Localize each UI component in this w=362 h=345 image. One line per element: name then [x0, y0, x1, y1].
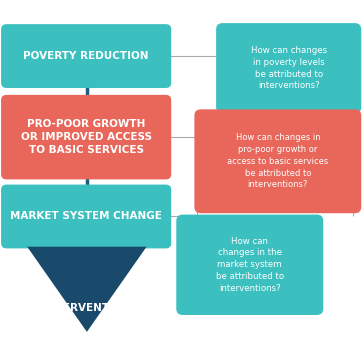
- FancyBboxPatch shape: [194, 109, 361, 213]
- FancyBboxPatch shape: [176, 215, 323, 315]
- FancyBboxPatch shape: [1, 24, 171, 88]
- Text: INTERVENTION: INTERVENTION: [43, 303, 131, 313]
- Text: How can changes in
pro-poor growth or
access to basic services
be attributed to
: How can changes in pro-poor growth or ac…: [227, 133, 328, 189]
- Text: How can
changes in the
market system
be attributed to
interventions?: How can changes in the market system be …: [216, 237, 284, 293]
- FancyBboxPatch shape: [1, 95, 171, 179]
- Text: POVERTY REDUCTION: POVERTY REDUCTION: [24, 51, 149, 61]
- Text: PRO-POOR GROWTH
OR IMPROVED ACCESS
TO BASIC SERVICES: PRO-POOR GROWTH OR IMPROVED ACCESS TO BA…: [21, 119, 152, 155]
- Text: How can changes
in poverty levels
be attributed to
interventions?: How can changes in poverty levels be att…: [251, 46, 327, 90]
- FancyBboxPatch shape: [216, 23, 361, 113]
- Text: MARKET SYSTEM CHANGE: MARKET SYSTEM CHANGE: [10, 211, 162, 221]
- Polygon shape: [27, 247, 147, 332]
- FancyBboxPatch shape: [1, 185, 171, 248]
